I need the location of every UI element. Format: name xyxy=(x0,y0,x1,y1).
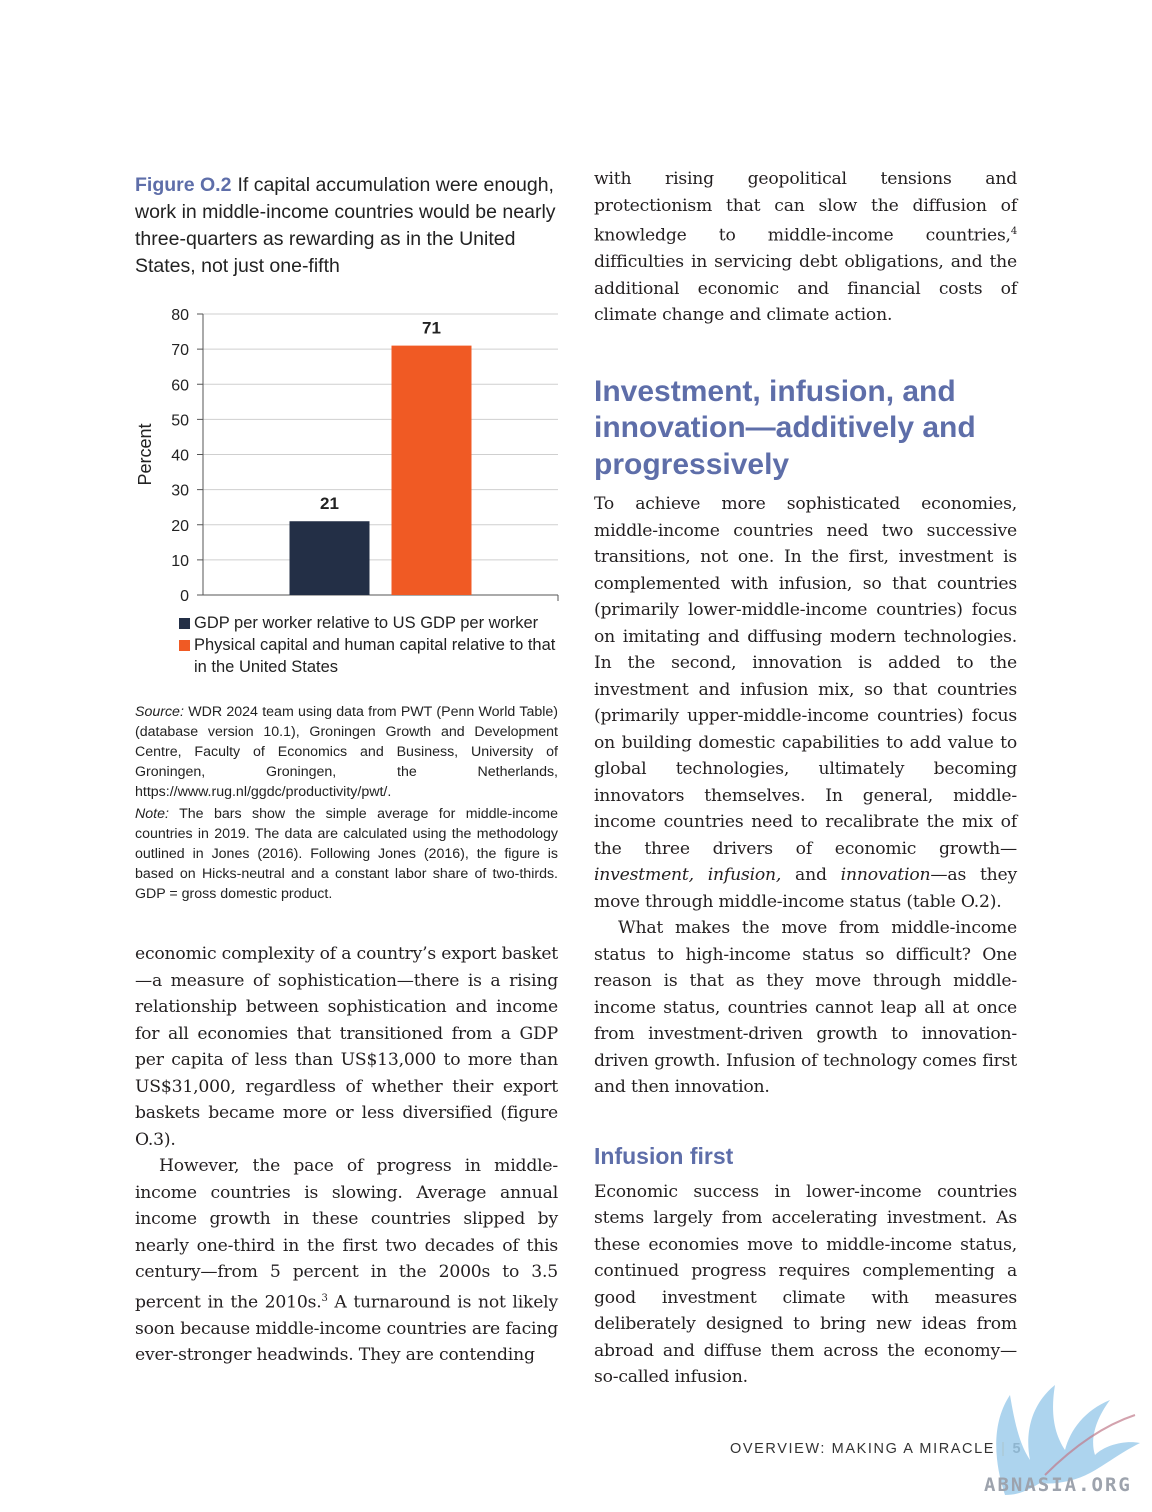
legend-label-gdp: GDP per worker relative to US GDP per wo… xyxy=(194,614,539,632)
right-paragraph-1-c: —as they move through middle-income stat… xyxy=(594,865,1018,912)
left-paragraph-2: However, the pace of progress in middle-… xyxy=(135,1153,558,1369)
left-paragraph-2-a: However, the pace of progress in middle-… xyxy=(135,1156,558,1313)
right-paragraph-2: What makes the move from middle-income s… xyxy=(594,918,1017,1098)
source-text: WDR 2024 team using data from PWT (Penn … xyxy=(135,704,558,800)
page-footer: OVERVIEW: MAKING A MIRACLE|5 xyxy=(730,1441,1022,1457)
chart-legend: GDP per worker relative to US GDP per wo… xyxy=(179,612,558,678)
chart-svg: 01020304050607080Percent2171Middle-incom… xyxy=(135,307,559,605)
figure-notes: Source: WDR 2024 team using data from PW… xyxy=(135,702,558,904)
right-paragraph-0: with rising geopolitical tensions and pr… xyxy=(594,166,1017,329)
figure-title: Figure O.2 If capital accumulation were e… xyxy=(135,172,558,280)
y-tick-label: 30 xyxy=(171,483,189,500)
section-heading: Investment, infusion, and innovation—add… xyxy=(594,374,976,481)
source-label: Source: xyxy=(135,704,184,720)
bar-chart: 01020304050607080Percent2171Middle-incom… xyxy=(135,302,565,612)
bar-0 xyxy=(289,521,370,595)
watermark-text: ABNASIA.ORG xyxy=(984,1474,1132,1496)
y-tick-label: 80 xyxy=(171,307,189,324)
right-paragraph-0-a: with rising geopolitical tensions and pr… xyxy=(594,169,1017,246)
right-column: with rising geopolitical tensions and pr… xyxy=(594,166,1017,1391)
left-column: Figure O.2 If capital accumulation were e… xyxy=(135,172,559,1369)
right-paragraph-1-em: investment, infusion, xyxy=(594,865,782,886)
right-paragraph-3: Economic success in lower-income countri… xyxy=(594,1181,1017,1388)
y-tick-label: 20 xyxy=(171,518,189,535)
data-label: 21 xyxy=(320,494,339,513)
legend-swatch-capital xyxy=(179,640,190,651)
source-note: Source: WDR 2024 team using data from PW… xyxy=(135,702,558,802)
legend-item-capital: Physical capital and human capital relat… xyxy=(179,634,558,678)
right-paragraph-1-b: and xyxy=(781,865,841,886)
left-body-text: economic complexity of a country’s expor… xyxy=(135,941,558,1369)
left-paragraph-1: economic complexity of a country’s expor… xyxy=(135,944,558,1150)
note-label: Note: xyxy=(135,806,169,822)
footnote-ref-3[interactable]: 3 xyxy=(321,1292,328,1304)
right-paragraph-1-a: To achieve more sophisticated economies,… xyxy=(594,494,1017,859)
right-paragraph-0-b: difficulties in servicing debt obligatio… xyxy=(594,252,1017,326)
y-axis-label: Percent xyxy=(135,423,155,485)
y-tick-label: 0 xyxy=(180,588,189,605)
legend-label-capital: Physical capital and human capital relat… xyxy=(194,636,556,676)
note: Note: The bars show the simple average f… xyxy=(135,804,558,904)
right-paragraph-1: To achieve more sophisticated economies,… xyxy=(594,491,1017,915)
subsection-heading: Infusion first xyxy=(594,1142,734,1169)
figure-label: Figure O.2 xyxy=(135,174,232,196)
y-tick-label: 10 xyxy=(171,553,189,570)
left-paragraph-2-b: A turnaround is not likely soon because … xyxy=(135,1292,558,1366)
legend-item-gdp: GDP per worker relative to US GDP per wo… xyxy=(179,612,558,634)
y-tick-label: 40 xyxy=(171,448,189,465)
data-label: 71 xyxy=(422,319,441,338)
running-head: OVERVIEW: MAKING A MIRACLE xyxy=(730,1441,996,1457)
legend-swatch-gdp xyxy=(179,618,190,629)
y-tick-label: 60 xyxy=(171,377,189,394)
phoenix-logo-icon xyxy=(996,1385,1140,1495)
y-tick-label: 70 xyxy=(171,342,189,359)
y-tick-label: 50 xyxy=(171,412,189,429)
note-text: The bars show the simple average for mid… xyxy=(135,806,559,902)
figure-title-text: If capital accumulation were enough, wor… xyxy=(135,174,556,277)
footnote-ref-4[interactable]: 4 xyxy=(1010,226,1017,237)
bar-1 xyxy=(391,345,472,595)
right-paragraph-1-em2: innovation xyxy=(840,865,931,886)
